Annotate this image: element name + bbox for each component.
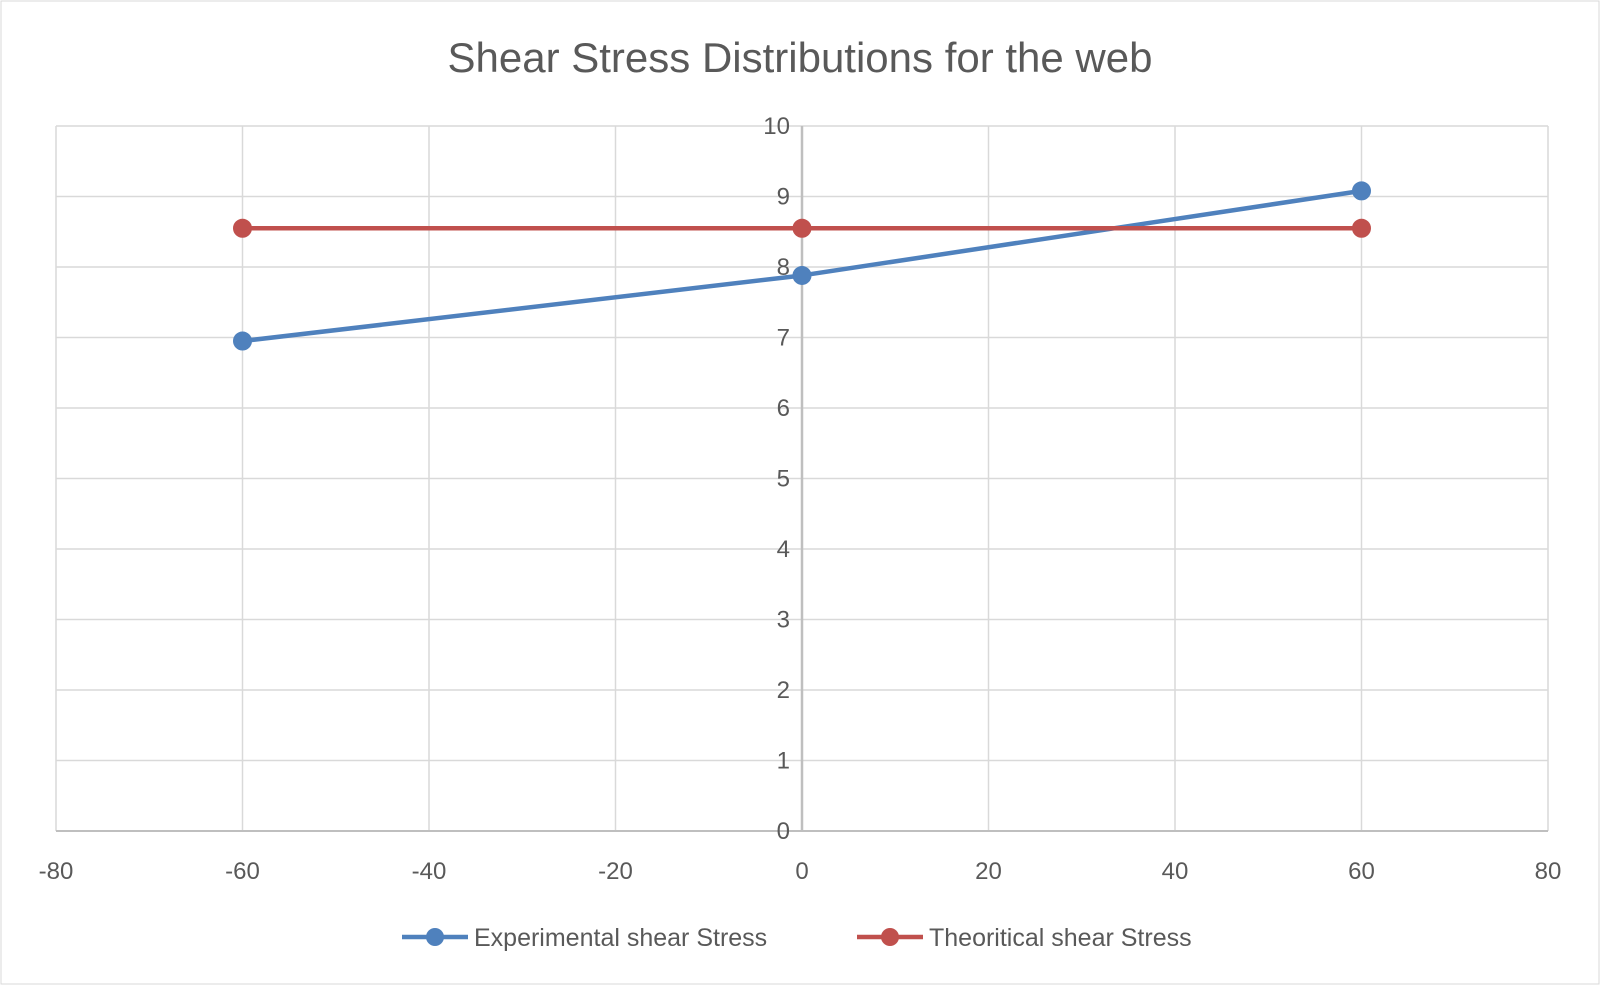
axes [56, 126, 1548, 832]
data-point [233, 218, 252, 238]
legend-entry: Theoritical shear Stress [857, 924, 1192, 952]
y-tick-label: 0 [777, 818, 790, 845]
x-tick-label: 0 [795, 858, 808, 885]
y-tick-label: 4 [777, 536, 790, 563]
data-point [792, 265, 812, 285]
chart-title: Shear Stress Distributions for the web [448, 34, 1153, 81]
y-tick-label: 10 [763, 113, 790, 140]
x-tick-label: 20 [975, 858, 1002, 885]
y-tick-labels: 0 1 2 3 4 5 6 7 8 9 10 [763, 113, 790, 845]
series-0 [233, 181, 1371, 351]
y-tick-label: 6 [777, 395, 790, 422]
x-tick-label: -20 [598, 858, 633, 885]
data-point [233, 331, 252, 351]
x-tick-labels: -80 -60 -40 -20 0 20 40 60 80 [39, 858, 1562, 885]
legend-marker-swatch [426, 928, 444, 946]
x-tick-label: -80 [39, 858, 74, 885]
data-point [792, 218, 812, 238]
legend-label: Experimental shear Stress [474, 924, 767, 952]
x-tick-label: 80 [1535, 858, 1562, 885]
y-tick-label: 7 [777, 325, 790, 352]
x-tick-label: -40 [412, 858, 447, 885]
y-tick-label: 2 [777, 677, 790, 704]
legend-label: Theoritical shear Stress [929, 924, 1192, 952]
legend: Experimental shear Stress Theoritical she… [402, 924, 1192, 952]
x-tick-label: 40 [1162, 858, 1189, 885]
data-point [1352, 218, 1371, 238]
plot-series [233, 181, 1371, 351]
x-tick-label: 60 [1348, 858, 1375, 885]
series-1 [233, 218, 1371, 238]
y-tick-label: 5 [777, 466, 790, 493]
y-tick-label: 1 [777, 748, 790, 775]
y-tick-label: 8 [777, 254, 790, 281]
y-tick-label: 9 [777, 184, 790, 211]
data-point [1352, 181, 1371, 201]
y-tick-label: 3 [777, 607, 790, 634]
legend-entry: Experimental shear Stress [402, 924, 767, 952]
legend-marker-swatch [881, 928, 899, 946]
x-tick-label: -60 [225, 858, 260, 885]
